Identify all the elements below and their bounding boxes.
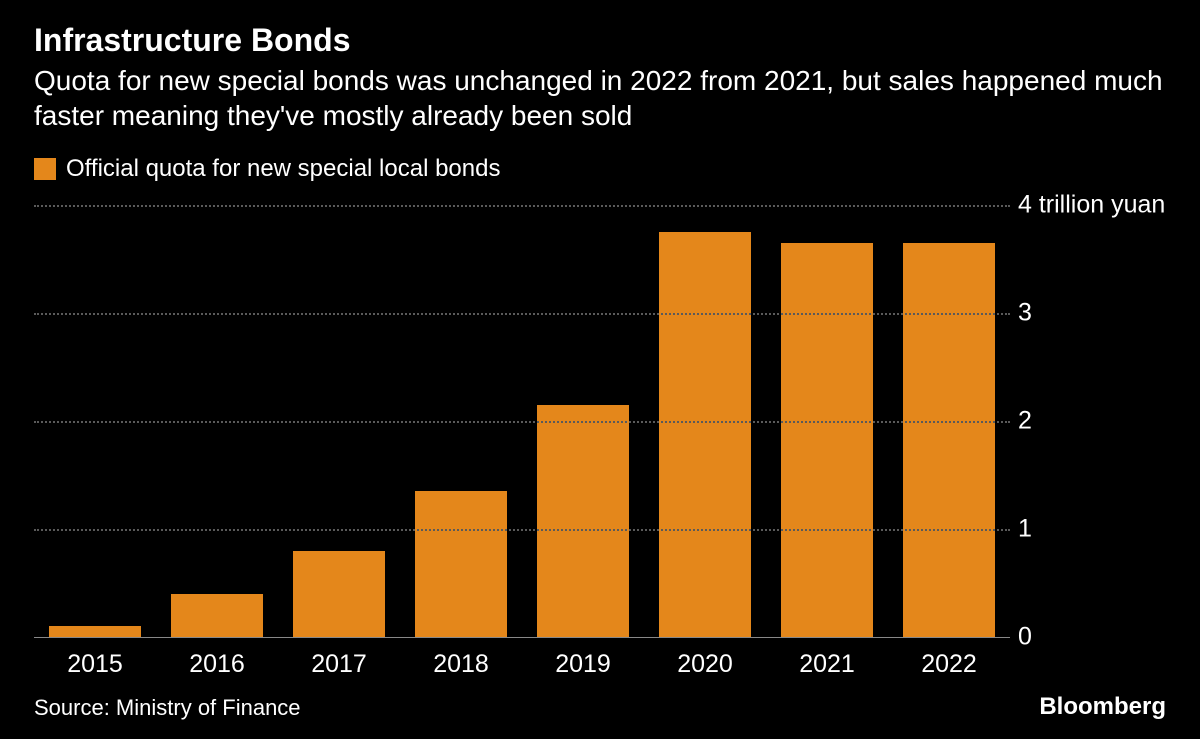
source-label: Source: Ministry of Finance (34, 695, 301, 721)
y-tick-label: 0 (1018, 623, 1032, 652)
x-tick-label: 2021 (766, 650, 888, 679)
gridline (34, 529, 1010, 531)
bar (171, 594, 264, 637)
baseline (34, 637, 1010, 638)
chart-title: Infrastructure Bonds (34, 22, 1166, 59)
legend-label: Official quota for new special local bon… (66, 155, 500, 183)
bar (659, 232, 752, 637)
x-tick-label: 2017 (278, 650, 400, 679)
chart-area: 01234 trillion yuan 20152016201720182019… (34, 197, 1166, 689)
legend: Official quota for new special local bon… (34, 155, 1166, 183)
x-axis: 20152016201720182019202020212022 (34, 650, 1010, 679)
brand-label: Bloomberg (1039, 693, 1166, 721)
footer: Source: Ministry of Finance Bloomberg (34, 693, 1166, 721)
bar (293, 551, 386, 637)
x-tick-label: 2019 (522, 650, 644, 679)
chart-subtitle: Quota for new special bonds was unchange… (34, 63, 1166, 133)
bar (49, 626, 142, 637)
y-axis: 01234 trillion yuan (1014, 205, 1166, 637)
y-tick-label: 4 trillion yuan (1018, 190, 1165, 219)
x-tick-label: 2020 (644, 650, 766, 679)
y-tick-label: 2 (1018, 406, 1032, 435)
bar (781, 243, 874, 637)
x-tick-label: 2022 (888, 650, 1010, 679)
y-tick-label: 3 (1018, 298, 1032, 327)
legend-swatch (34, 158, 56, 180)
gridline (34, 421, 1010, 423)
x-tick-label: 2016 (156, 650, 278, 679)
x-tick-label: 2015 (34, 650, 156, 679)
gridline (34, 205, 1010, 207)
bar (415, 491, 508, 637)
gridline (34, 313, 1010, 315)
plot-area (34, 205, 1010, 637)
x-tick-label: 2018 (400, 650, 522, 679)
bar (903, 243, 996, 637)
bar (537, 405, 630, 637)
y-tick-label: 1 (1018, 514, 1032, 543)
